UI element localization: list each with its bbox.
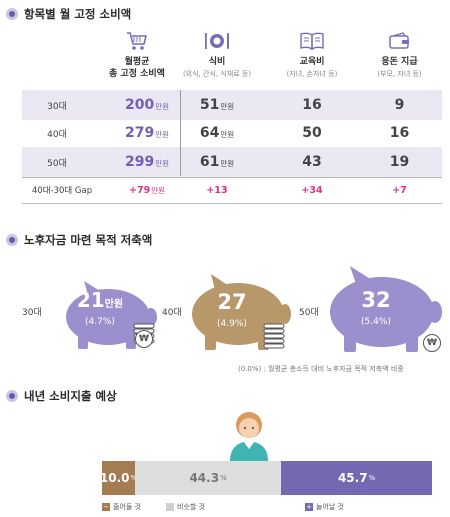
row-label: 40대-30대 Gap [31, 186, 93, 196]
column-sub: (부모, 자녀 등) [377, 70, 422, 78]
bullet-icon [6, 390, 18, 402]
column-name: 식비 [208, 57, 226, 67]
table-row: 40대 279만원 64만원 50 16 [22, 118, 442, 148]
column-name: 월평균 [124, 57, 150, 67]
open-book-icon [267, 30, 357, 52]
food-value: 61만원 [199, 154, 235, 170]
table-bottom-border [22, 203, 442, 204]
segment-similar: 44.3% [135, 461, 282, 495]
column-header-food: 식비 (외식, 간식, 식재료 등) [167, 30, 267, 80]
allowance-gap-value: +7 [392, 184, 407, 196]
section-title-retirement-savings: 노후자금 마련 목적 저축액 [6, 232, 152, 248]
piggy-bank-icon [66, 281, 157, 349]
section-title-spending-forecast: 내년 소비지출 예상 [6, 388, 117, 404]
education-value: 43 [302, 154, 322, 170]
row-label: 50대 [47, 158, 67, 169]
column-name: 교육비 [299, 57, 325, 67]
education-gap-value: +34 [301, 184, 323, 196]
legend-item-increase: + 늘어날 것 [305, 503, 344, 511]
section-title-text: 노후자금 마련 목적 저축액 [24, 233, 153, 247]
fork-plate-knife-icon [167, 30, 267, 52]
spending-forecast-bar: 10.0% 44.3% 45.7% [100, 461, 432, 495]
column-name: 용돈 지급 [381, 57, 418, 67]
section-title-fixed-spending: 항목별 월 고정 소비액 [6, 6, 131, 22]
age-label: 40대 [162, 308, 182, 318]
footnote: (0.0%) : 월평균 총소득 대비 노후자금 목적 저축액 비중 [238, 365, 404, 373]
table-row: 30대 200만원 51만원 16 9 [22, 90, 442, 120]
segment-increase: 45.7% [281, 461, 432, 495]
legend-item-similar: 비슷할 것 [166, 502, 205, 512]
coin-stack-icon [263, 323, 285, 349]
total-value: 200만원 [124, 97, 170, 113]
row-label: 40대 [47, 129, 67, 140]
legend-item-decrease: − 줄어들 것 [102, 503, 141, 511]
total-value: 279만원 [124, 125, 170, 141]
column-sub: (자녀, 손자녀 등) [286, 70, 338, 78]
savings-amount: 32 (5.4%) [361, 288, 391, 328]
section-title-text: 항목별 월 고정 소비액 [24, 7, 132, 21]
piggy-bank-icon [330, 266, 442, 352]
food-value: 51만원 [199, 97, 235, 113]
person-avatar-icon [230, 412, 268, 461]
column-name-2: 총 고정 소비액 [109, 69, 165, 79]
won-coin-icon: ₩ [423, 334, 441, 352]
savings-amount: 27 (4.9%) [217, 290, 247, 330]
education-value: 50 [302, 125, 322, 141]
food-value: 64만원 [199, 125, 235, 141]
segment-decrease: 10.0% [100, 461, 137, 495]
column-header-education: 교육비 (자녀, 손자녀 등) [267, 30, 357, 80]
allowance-value: 19 [389, 154, 410, 170]
allowance-value: 9 [394, 97, 405, 113]
age-label: 30대 [22, 308, 42, 318]
column-header-total: 월평균 총 고정 소비액 [92, 30, 182, 80]
savings-amount: 21만원 (4.7%) [76, 288, 124, 327]
total-value: 299만원 [124, 154, 170, 170]
table-header: 월평균 총 고정 소비액 식비 (외식, 간식, 식재료 등) 교육비 (자녀,… [22, 30, 442, 90]
total-gap-value: +79만원 [129, 184, 165, 196]
bullet-icon [6, 234, 18, 246]
table-row-gap: 40대-30대 Gap +79만원 +13 +34 +7 [22, 178, 442, 202]
shopping-cart-icon [92, 30, 182, 52]
column-sub: (외식, 간식, 식재료 등) [182, 70, 252, 78]
column-divider [180, 90, 181, 176]
bullet-icon [6, 8, 18, 20]
allowance-value: 16 [389, 125, 410, 141]
section-title-text: 내년 소비지출 예상 [24, 389, 117, 403]
table-row: 50대 299만원 61만원 43 19 [22, 147, 442, 177]
age-label: 50대 [299, 308, 319, 318]
piggy-bank-icon [192, 274, 291, 350]
food-gap-value: +13 [206, 184, 228, 196]
education-value: 16 [302, 97, 322, 113]
row-label: 30대 [47, 101, 67, 112]
wallet-icon [357, 30, 442, 52]
won-coin-icon: ₩ [135, 330, 153, 348]
column-header-allowance: 용돈 지급 (부모, 자녀 등) [357, 30, 442, 80]
table-divider [22, 177, 442, 178]
